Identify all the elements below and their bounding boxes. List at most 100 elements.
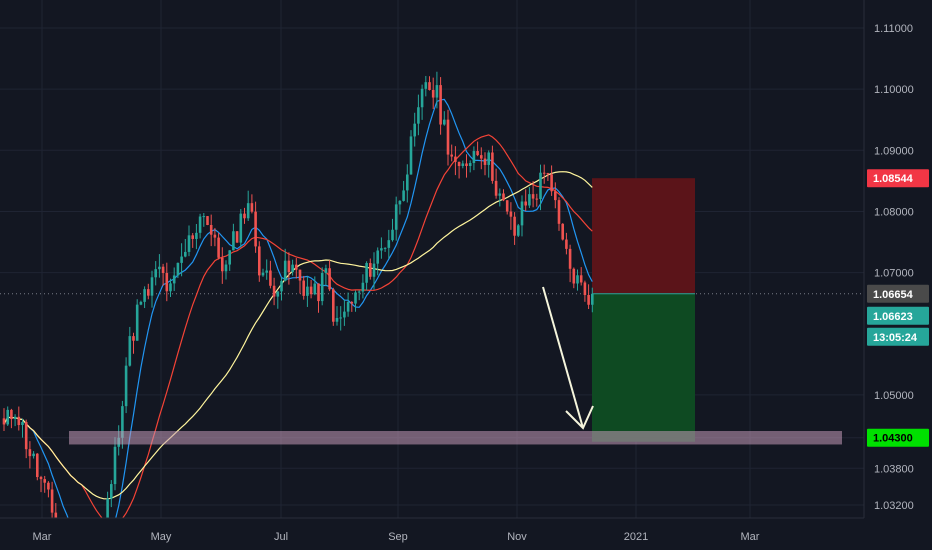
candle-body — [154, 269, 157, 278]
candle-body — [2, 418, 6, 425]
candle-body — [276, 291, 280, 297]
candle-body — [17, 416, 21, 426]
candle-body — [517, 225, 520, 236]
candle-body — [498, 193, 502, 196]
candle-body — [450, 154, 453, 157]
badge-background — [867, 327, 929, 346]
candle-body — [243, 213, 246, 219]
candle-body — [113, 446, 117, 485]
candle-body — [587, 295, 590, 305]
candle-body — [21, 422, 24, 426]
price-tick-label: 1.09000 — [874, 145, 914, 157]
price-badge-last: 1.06654 — [867, 284, 929, 303]
candle-body — [191, 235, 194, 239]
candle-body — [335, 317, 339, 322]
candle-body — [413, 123, 416, 137]
candle-body — [306, 286, 309, 296]
candle-body — [494, 180, 498, 196]
badge-background — [867, 428, 929, 447]
candle-body — [143, 289, 146, 302]
candle-body — [398, 200, 402, 205]
arrow-head-icon — [565, 405, 594, 430]
candle-body — [269, 270, 272, 286]
candle-body — [339, 317, 342, 319]
candle-body — [542, 172, 546, 174]
badge-label: 1.08544 — [873, 173, 914, 185]
candle-body — [147, 289, 150, 296]
candle-body — [287, 260, 291, 273]
candle-body — [520, 201, 524, 226]
candle-body — [505, 200, 509, 212]
candle-body — [513, 216, 516, 236]
candle-body — [169, 283, 172, 292]
candle-body — [583, 282, 587, 296]
candle-body — [202, 216, 206, 218]
candle-body — [369, 263, 372, 277]
candle-body — [439, 85, 442, 125]
candle-body — [550, 174, 553, 192]
candle-body — [554, 191, 557, 201]
support-zone-rect — [69, 431, 842, 445]
candle-body — [198, 216, 202, 233]
candle-body — [24, 422, 28, 450]
candle-body — [309, 286, 313, 295]
candle-body — [376, 250, 379, 264]
candle-body — [110, 484, 113, 499]
candle-body — [557, 200, 561, 224]
candle-body — [43, 479, 46, 483]
candle-body — [428, 82, 431, 90]
candle-body — [383, 247, 387, 249]
candle-body — [328, 268, 331, 290]
candle-body — [184, 251, 187, 257]
candle-body — [239, 213, 243, 243]
take-profit-zone — [592, 293, 695, 442]
price-badge-countdown: 13:05:24 — [867, 327, 929, 346]
risk-reward-zones[interactable] — [592, 178, 695, 442]
price-badges: 1.08544 1.06654 1.06623 13:05:24 1.04300 — [867, 169, 929, 447]
projection-arrow[interactable] — [542, 286, 594, 430]
support-band[interactable] — [69, 431, 842, 445]
candle-body — [579, 275, 583, 283]
candle-body — [365, 263, 368, 283]
price-badge-bid: 1.06623 — [867, 306, 929, 325]
candle-body — [50, 489, 54, 513]
candle-body — [176, 262, 180, 276]
price-tick-label: 1.03800 — [874, 463, 914, 475]
time-tick-label: Mar — [33, 531, 52, 543]
price-badge-target: 1.04300 — [867, 428, 929, 447]
candlesticks — [2, 71, 594, 550]
price-tick-label: 1.07000 — [874, 268, 914, 280]
candle-body — [106, 498, 109, 526]
price-badge-stop: 1.08544 — [867, 169, 929, 188]
candle-body — [298, 269, 302, 281]
candle-body — [13, 416, 17, 420]
candle-body — [265, 270, 268, 273]
candle-body — [206, 216, 209, 226]
candle-body — [435, 85, 439, 98]
time-axis[interactable]: Mar May Jul Sep Nov 2021 Mar — [0, 517, 932, 550]
candle-body — [261, 272, 265, 276]
candle-body — [283, 260, 287, 281]
time-tick-label: Jul — [274, 531, 288, 543]
candle-body — [443, 119, 446, 125]
candle-body — [561, 223, 564, 240]
candle-body — [502, 193, 505, 201]
candle-body — [295, 264, 298, 270]
candle-body — [187, 235, 191, 252]
candle-body — [39, 477, 43, 480]
candle-body — [291, 264, 294, 273]
moving-average-slow — [3, 171, 593, 500]
candle-body — [446, 119, 450, 155]
candle-body — [332, 289, 335, 322]
candle-body — [224, 264, 228, 272]
candle-body — [280, 280, 283, 292]
candle-body — [165, 273, 169, 292]
badge-label: 1.06654 — [873, 289, 914, 301]
price-tick-label: 1.10000 — [874, 84, 914, 96]
candle-body — [272, 285, 276, 297]
candle-body — [402, 190, 405, 201]
candle-body — [468, 163, 472, 167]
badge-background — [867, 306, 929, 325]
candle-body — [302, 280, 305, 296]
